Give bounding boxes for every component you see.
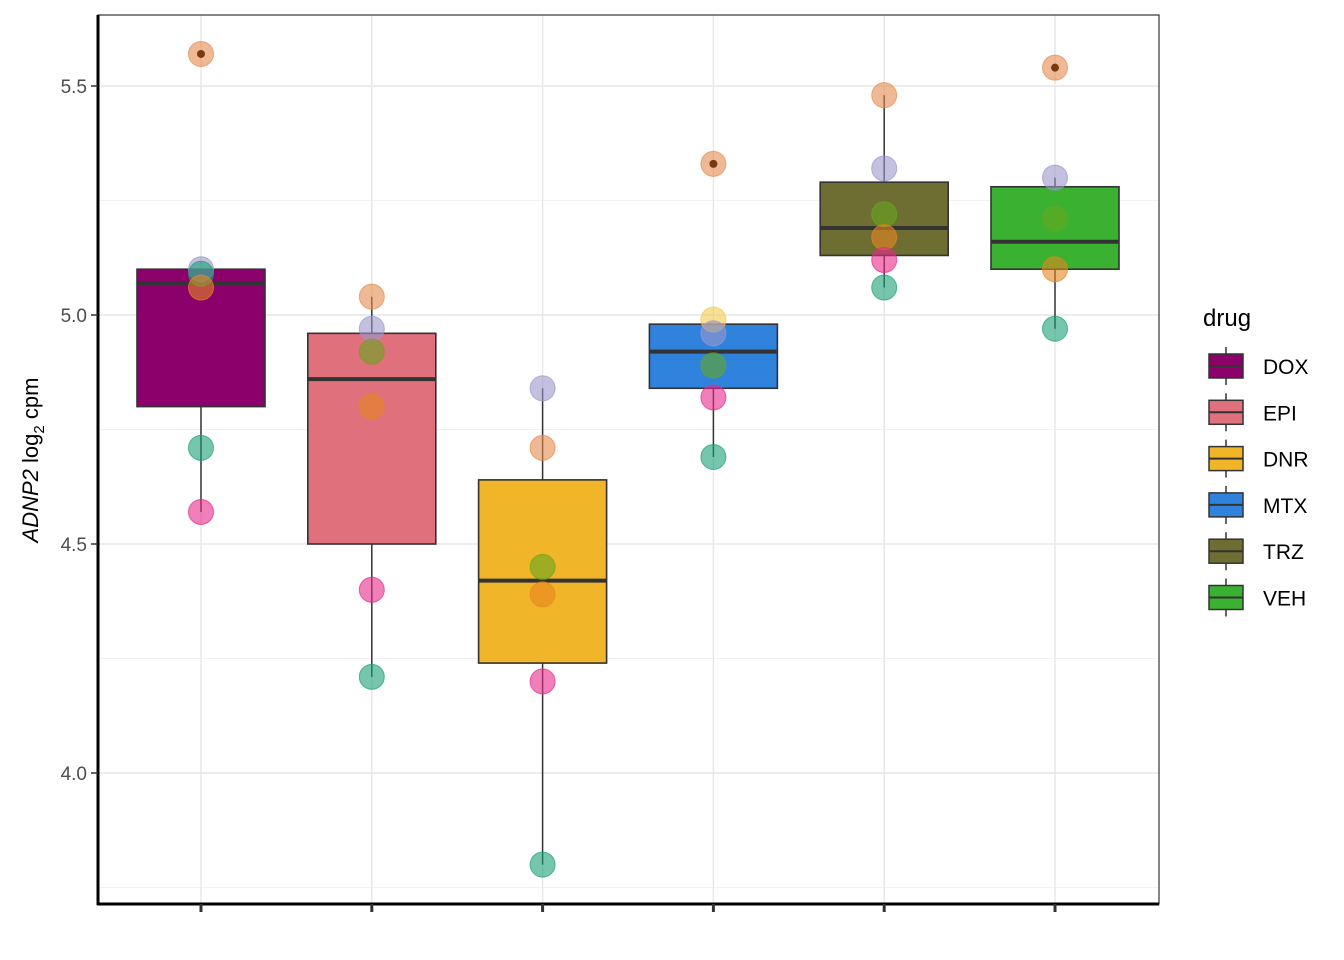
data-point-epi-1 bbox=[358, 315, 385, 342]
data-point-dnr-0 bbox=[529, 375, 556, 402]
data-point-epi-3 bbox=[358, 393, 385, 420]
data-point-dnr-5 bbox=[529, 851, 556, 878]
y-tick-label-0: 4.0 bbox=[61, 764, 87, 785]
data-point-trz-2 bbox=[871, 201, 898, 228]
data-point-trz-0 bbox=[871, 82, 898, 109]
legend-label-trz: TRZ bbox=[1263, 541, 1304, 564]
data-point-trz-1 bbox=[871, 155, 898, 182]
y-axis-title: ADNP2 log2 cpm bbox=[18, 378, 48, 545]
y-axis-title-unit: cpm bbox=[18, 378, 43, 426]
legend-item-mtx: MTX bbox=[1208, 485, 1307, 524]
data-point-epi-0 bbox=[358, 283, 385, 310]
data-point-dnr-3 bbox=[529, 581, 556, 608]
legend-label-mtx: MTX bbox=[1263, 495, 1307, 518]
data-point-veh-4 bbox=[1042, 315, 1068, 342]
y-axis-title-subscript: 2 bbox=[31, 425, 48, 433]
legend-label-epi: EPI bbox=[1263, 402, 1297, 425]
data-point-trz-5 bbox=[871, 274, 898, 301]
data-point-epi-2 bbox=[358, 338, 385, 365]
legend-item-dox: DOX bbox=[1208, 347, 1309, 385]
plot-panel bbox=[98, 15, 1159, 904]
data-point-veh-1 bbox=[1042, 164, 1068, 191]
legend-title: drug bbox=[1203, 305, 1251, 332]
data-point-mtx-3 bbox=[700, 352, 727, 379]
legend-label-dnr: DNR bbox=[1263, 449, 1309, 472]
legend: drug DOX EPI DNR MTX TRZ VEH bbox=[1203, 305, 1309, 617]
data-point-dox-5 bbox=[188, 498, 214, 525]
data-point-dnr-1 bbox=[529, 434, 556, 461]
legend-item-epi: EPI bbox=[1208, 393, 1297, 432]
point-layer bbox=[188, 40, 1068, 878]
y-tick-label-2: 5.0 bbox=[61, 306, 87, 327]
y-tick-label-1: 4.5 bbox=[61, 535, 87, 556]
data-point-mtx-2 bbox=[700, 320, 727, 347]
data-point-epi-4 bbox=[358, 576, 385, 603]
data-point-trz-3 bbox=[871, 224, 898, 251]
y-tick-label-3: 5.5 bbox=[61, 77, 87, 98]
outlier-point-dox-0 bbox=[197, 49, 205, 58]
data-point-dox-3 bbox=[188, 274, 214, 301]
y-axis-title-gene: ADNP2 bbox=[18, 469, 43, 544]
outlier-point-mtx-0 bbox=[709, 159, 718, 168]
data-point-dnr-4 bbox=[529, 668, 556, 695]
data-point-mtx-4 bbox=[700, 384, 727, 411]
legend-item-dnr: DNR bbox=[1208, 439, 1309, 478]
y-axis-title-log: log bbox=[18, 434, 43, 469]
data-point-veh-3 bbox=[1042, 256, 1068, 283]
data-point-epi-5 bbox=[358, 663, 385, 690]
data-point-trz-4 bbox=[871, 247, 898, 274]
x-axis-ticks bbox=[199, 904, 1057, 912]
data-point-mtx-5 bbox=[700, 443, 727, 470]
legend-item-trz: TRZ bbox=[1208, 532, 1304, 571]
box-body bbox=[306, 332, 437, 545]
data-point-dox-4 bbox=[188, 434, 214, 461]
legend-item-veh: VEH bbox=[1208, 578, 1306, 617]
legend-label-dox: DOX bbox=[1263, 356, 1309, 379]
data-point-veh-2 bbox=[1042, 205, 1068, 232]
y-axis-ticks: 4.0 4.5 5.0 5.5 bbox=[61, 77, 98, 785]
legend-label-veh: VEH bbox=[1263, 588, 1306, 611]
data-point-dnr-2 bbox=[529, 553, 556, 580]
outlier-point-veh-0 bbox=[1051, 63, 1059, 72]
